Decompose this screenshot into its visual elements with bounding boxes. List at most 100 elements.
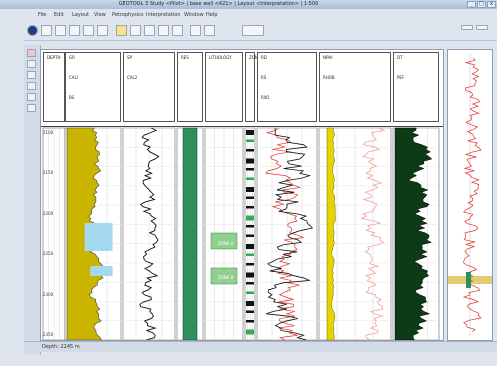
header-label: ZONE	[249, 55, 261, 60]
zone-block-a	[210, 232, 238, 250]
header-label: SP	[127, 55, 132, 60]
zone-mark	[246, 282, 254, 285]
overview-curve	[462, 57, 482, 332]
toolbar	[24, 22, 497, 41]
overview-canvas	[448, 54, 492, 336]
header-depth[interactable]: DEPTH	[43, 52, 65, 122]
header-label: LITHOLOGY	[209, 55, 232, 60]
header-res[interactable]: RES	[177, 52, 203, 122]
zone-mark	[246, 263, 254, 266]
overview-marker	[466, 272, 471, 288]
header-label: DEPTH	[47, 55, 61, 60]
zone-mark	[246, 272, 254, 278]
track-icon[interactable]	[158, 25, 169, 36]
menu-view[interactable]: View	[94, 12, 106, 18]
list-icon[interactable]	[55, 25, 66, 36]
zone-mark	[246, 177, 254, 180]
log-canvas[interactable]	[41, 50, 443, 340]
header-rd[interactable]: RD RS RXO	[257, 52, 317, 122]
zoom-in-icon[interactable]	[27, 71, 36, 79]
zone-mark	[246, 301, 254, 306]
header-sublabel: RS	[261, 75, 267, 80]
zoom-out-icon[interactable]	[27, 82, 36, 90]
menu-help[interactable]: Help	[206, 12, 218, 18]
header-sublabel: BS	[69, 95, 75, 100]
blue-shading	[84, 223, 113, 251]
zone-mark	[246, 168, 254, 171]
depth-label: 2250	[43, 251, 54, 257]
zone-label-b: ZONE B	[218, 275, 234, 280]
columns-icon[interactable]	[83, 25, 94, 36]
header-nphi[interactable]: NPHI RHOB	[319, 52, 391, 122]
grid-icon[interactable]	[69, 25, 80, 36]
zone-label-a: ZONE A	[218, 241, 234, 246]
rs-curve	[265, 127, 305, 340]
zone-mark	[246, 130, 254, 135]
header-dt[interactable]: DT PEF	[393, 52, 439, 122]
barcode-icon[interactable]	[144, 25, 155, 36]
zone-mark	[246, 329, 254, 335]
panel-maximize-icon[interactable]	[476, 25, 488, 30]
zone-mark	[246, 196, 254, 199]
depth-label: 2150	[43, 170, 54, 176]
status-text: Depth: 2245 m	[42, 344, 80, 350]
nphi-fill-area	[326, 127, 336, 340]
close-button[interactable]: x	[487, 1, 496, 8]
panel-minimize-icon[interactable]	[461, 25, 473, 30]
header-lithology[interactable]: LITHOLOGY	[205, 52, 243, 122]
pan-icon[interactable]	[27, 60, 36, 68]
header-label: GR	[69, 55, 75, 60]
zone-mark	[246, 215, 254, 221]
header-label: NPHI	[323, 55, 333, 60]
header-label: DT	[397, 55, 403, 60]
zone-mark	[246, 320, 254, 323]
zone-mark	[246, 225, 254, 228]
depth-label: 2350	[43, 332, 54, 337]
menu-interpretation[interactable]: Interpretation	[146, 12, 181, 18]
log-view[interactable]: DEPTH GR CALI BS SP CAL2 RES LITHOLOGY ZONE RD RS R…	[40, 49, 444, 341]
zone-mark	[246, 253, 254, 256]
overview-panel[interactable]	[447, 49, 493, 341]
pointer-icon[interactable]	[27, 49, 36, 57]
marker-icon[interactable]	[116, 25, 127, 36]
pick-icon[interactable]	[27, 93, 36, 101]
zone-mark	[246, 187, 254, 192]
zone-mark	[246, 310, 254, 313]
menu-petrophysics[interactable]: Petrophysics	[112, 12, 144, 18]
title-bar: GEOTOOL 3 Study <Pilot> | base well <421…	[0, 0, 497, 9]
close-icon[interactable]	[27, 25, 38, 36]
edit-icon[interactable]	[27, 104, 36, 112]
header-sublabel: CALI	[69, 75, 78, 80]
chart-icon[interactable]	[41, 25, 52, 36]
blue-shading	[90, 266, 113, 276]
menu-edit[interactable]: Edit	[54, 12, 64, 18]
menu-window[interactable]: Window	[184, 12, 204, 18]
maximize-button[interactable]: □	[477, 1, 486, 8]
minimize-button[interactable]: _	[467, 1, 476, 8]
zoom-icon[interactable]	[172, 25, 183, 36]
zone-mark	[246, 206, 254, 209]
header-zone[interactable]: ZONE	[245, 52, 260, 122]
track-header: DEPTH GR CALI BS SP CAL2 RES LITHOLOGY ZONE RD RS R…	[41, 50, 443, 127]
header-gr[interactable]: GR CALI BS	[65, 52, 121, 122]
res-fill-area	[182, 127, 198, 340]
crossplot-icon[interactable]	[190, 25, 201, 36]
header-sp[interactable]: SP CAL2	[123, 52, 175, 122]
header-sublabel: RHOB	[323, 75, 335, 80]
zone-mark	[246, 291, 254, 294]
vsh-fill-area	[394, 127, 433, 340]
menu-bar: File Edit Layout View Petrophysics Inter…	[24, 11, 497, 19]
menu-layout[interactable]: Layout	[72, 12, 89, 18]
window-title: GEOTOOL 3 Study <Pilot> | base well <421…	[118, 1, 319, 7]
left-tool-strip	[24, 45, 41, 355]
zone-mark	[246, 244, 254, 249]
ruler-icon[interactable]	[130, 25, 141, 36]
settings-icon[interactable]	[204, 25, 215, 36]
scale-dropdown[interactable]	[242, 25, 264, 36]
header-sublabel: RXO	[261, 95, 270, 100]
header-label: RES	[181, 55, 189, 60]
menu-file[interactable]: File	[38, 12, 47, 18]
table-icon[interactable]	[97, 25, 108, 36]
sp-curve	[139, 127, 160, 340]
